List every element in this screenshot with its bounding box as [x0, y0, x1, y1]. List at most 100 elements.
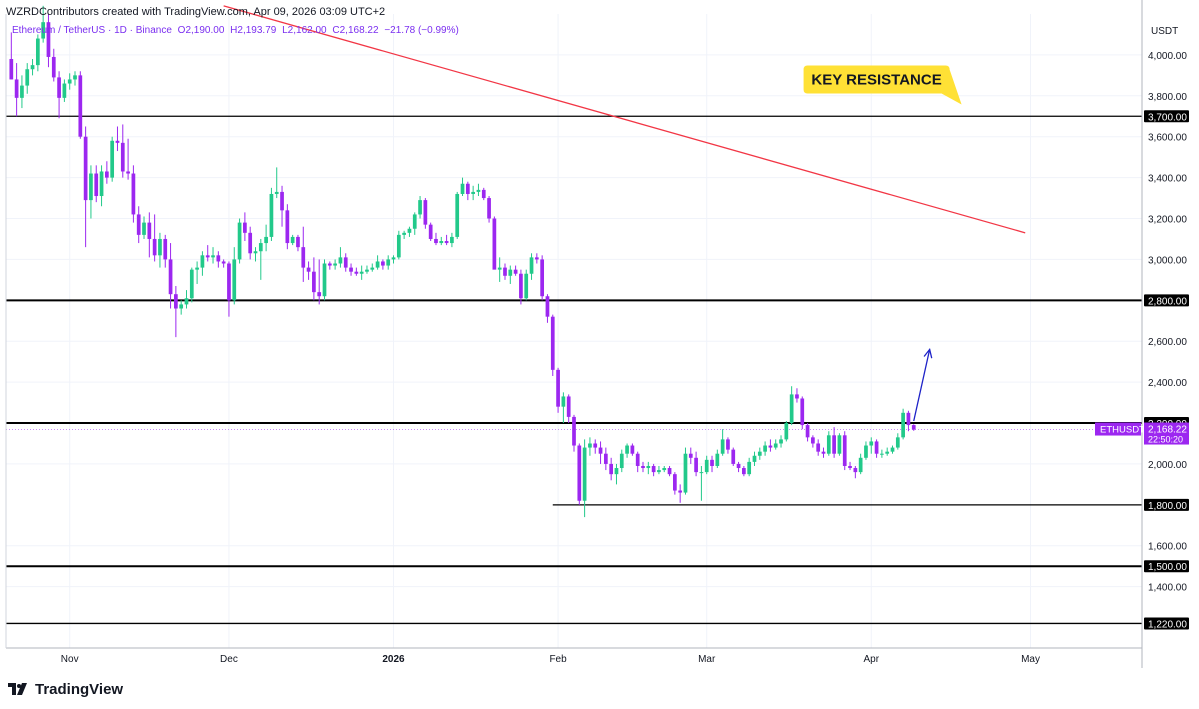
- candle-body: [540, 259, 545, 297]
- symbol-name[interactable]: Ethereum / TetherUS · 1D · Binance: [12, 25, 172, 36]
- candle-body: [858, 457, 863, 473]
- price-change: −21.78 (−0.99%): [384, 25, 459, 36]
- candle-body: [646, 465, 651, 469]
- candle-body: [524, 273, 529, 299]
- ohlc-open: O2,190.00: [177, 25, 225, 36]
- candle-body: [211, 255, 215, 258]
- horizontal-levels[interactable]: [6, 115, 1142, 625]
- candle-body: [333, 263, 337, 266]
- candle-body: [534, 257, 539, 260]
- candle-body: [237, 222, 242, 260]
- candle-body: [853, 468, 858, 473]
- candle-body: [89, 173, 93, 201]
- price-tick-label: 3,600.00: [1148, 133, 1187, 144]
- key-resistance-label: KEY RESISTANCE: [811, 71, 941, 88]
- candle-body: [115, 140, 120, 143]
- candle-body: [152, 238, 157, 256]
- symbol-badge: [1095, 422, 1141, 436]
- candle-body: [274, 191, 279, 194]
- candle-body: [322, 263, 327, 297]
- candle-body: [726, 439, 730, 450]
- candle-body: [673, 474, 677, 491]
- candle-body: [41, 22, 46, 39]
- candle-body: [158, 238, 162, 256]
- candle-body: [731, 449, 736, 464]
- key-resistance-callout[interactable]: [803, 65, 962, 105]
- candle-body: [290, 236, 295, 244]
- candle-body: [450, 236, 454, 244]
- candle-body: [189, 269, 194, 299]
- candle-body: [895, 437, 900, 448]
- candle-body: [609, 463, 614, 475]
- level-price-badge[interactable]: [1144, 498, 1189, 511]
- tradingview-logo[interactable]: TradingView: [8, 681, 123, 698]
- level-price-badge[interactable]: [1144, 617, 1189, 630]
- candle-body: [120, 142, 125, 172]
- candle-body: [386, 259, 391, 266]
- candle-body: [126, 171, 130, 174]
- time-tick-label: 2026: [382, 654, 405, 665]
- resistance-trendline[interactable]: [223, 5, 1026, 234]
- projection-arrow[interactable]: [913, 349, 931, 422]
- candle-body: [136, 214, 141, 235]
- candle-body: [779, 439, 783, 444]
- candle-body: [465, 183, 470, 194]
- candle-body: [131, 173, 136, 215]
- ohlc-close: C2,168.22: [332, 25, 379, 36]
- candle-body: [407, 228, 412, 233]
- candle-body: [46, 22, 51, 57]
- price-tick-label: 4,000.00: [1148, 51, 1187, 62]
- level-price-badge[interactable]: [1144, 110, 1189, 123]
- candle-body: [869, 441, 874, 446]
- candle-body: [174, 294, 178, 309]
- candle-body: [327, 263, 332, 266]
- level-price-badge[interactable]: [1144, 294, 1189, 307]
- candle-body: [365, 269, 369, 272]
- candle-body: [842, 435, 847, 466]
- candle-body: [258, 243, 263, 252]
- candle-body: [317, 292, 322, 297]
- time-tick-label: Nov: [61, 654, 79, 665]
- level-price-badge[interactable]: [1144, 560, 1189, 573]
- candle-body: [375, 261, 380, 268]
- price-tick-label: 2,000.00: [1148, 460, 1187, 471]
- candle-body: [641, 465, 645, 469]
- candle-body: [657, 470, 661, 473]
- symbol-badge-label: ETHUSDT: [1100, 425, 1145, 436]
- candle-body: [784, 423, 789, 440]
- tradingview-logo-text: TradingView: [35, 681, 124, 698]
- level-price-label: 1,800.00: [1148, 501, 1187, 512]
- candle-body: [253, 251, 258, 254]
- candle-body: [906, 412, 911, 426]
- price-tick-label: 3,800.00: [1148, 92, 1187, 103]
- candle-body: [301, 247, 306, 268]
- candle-body: [821, 451, 826, 454]
- candle-body: [508, 269, 513, 276]
- candle-body: [168, 259, 173, 295]
- grid: [6, 14, 1142, 648]
- candle-body: [216, 255, 221, 262]
- price-tick-label: 3,000.00: [1148, 255, 1187, 266]
- candle-body: [94, 173, 99, 197]
- price-tick-label: 1,400.00: [1148, 583, 1187, 594]
- candle-body: [83, 136, 88, 201]
- candle-body: [110, 140, 115, 178]
- candle-body: [635, 453, 640, 466]
- candle-body: [561, 396, 566, 407]
- candle-body: [816, 443, 821, 452]
- candle-body: [195, 267, 199, 270]
- drawings[interactable]: KEY RESISTANCE: [223, 5, 1026, 422]
- candle-body: [78, 75, 83, 137]
- candle-body: [826, 435, 831, 454]
- candle-body: [306, 267, 311, 272]
- candle-body: [338, 257, 343, 264]
- candle-body: [715, 453, 720, 466]
- candle-body: [598, 447, 603, 454]
- candle-body: [423, 200, 428, 225]
- candle-body: [911, 425, 916, 430]
- candle-body: [545, 296, 550, 317]
- candle-body: [630, 445, 635, 454]
- candle-body: [163, 238, 168, 260]
- candle-body: [747, 461, 752, 475]
